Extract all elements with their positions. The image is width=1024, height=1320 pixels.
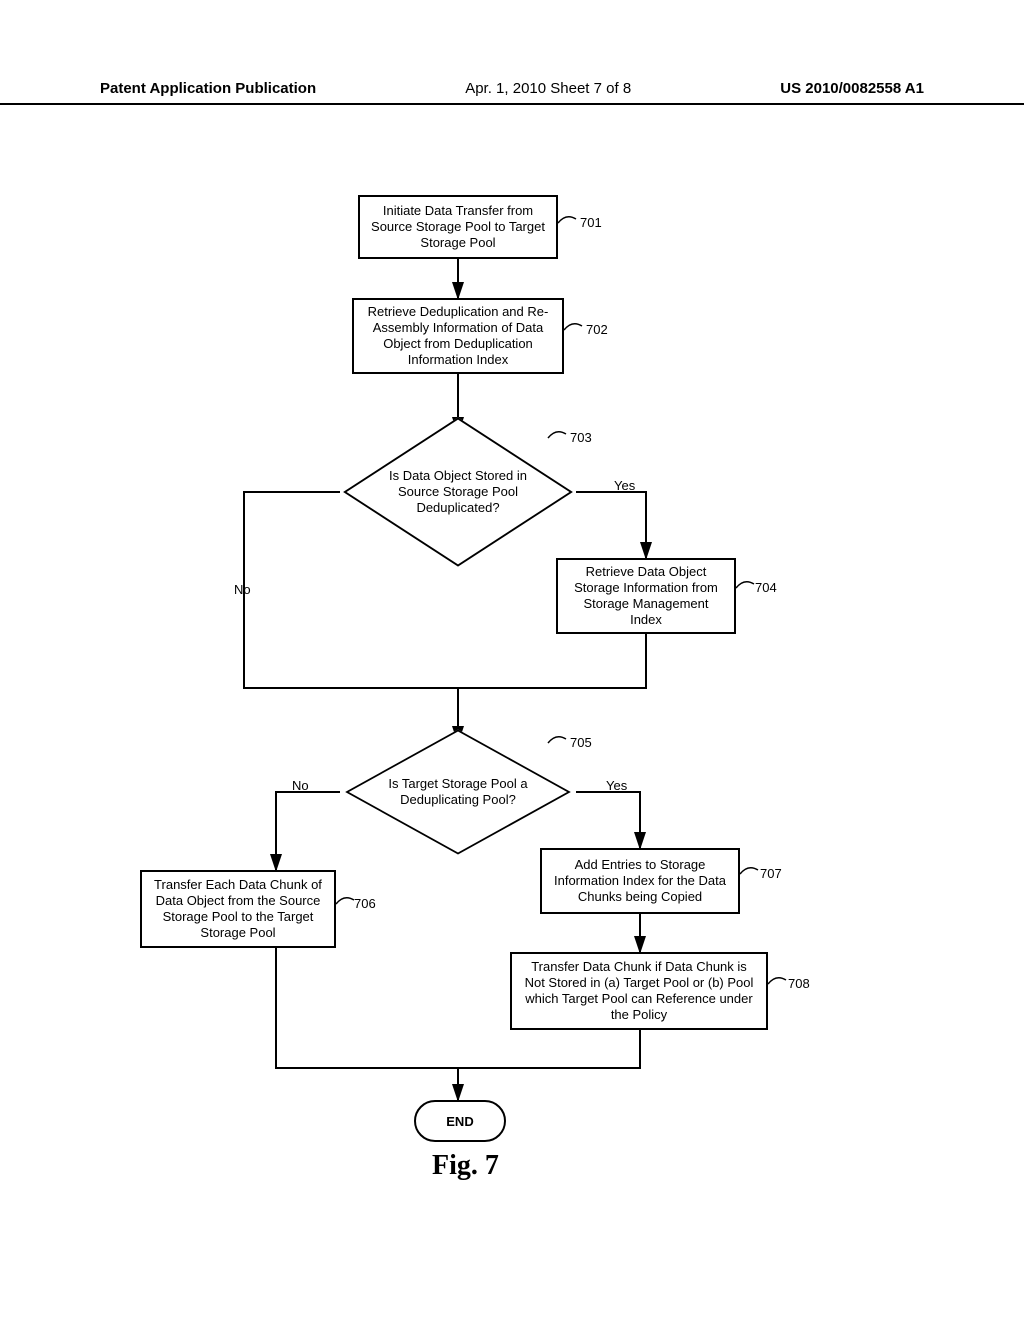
node-end: END (414, 1100, 506, 1142)
node-703-text: Is Data Object Stored in Source Storage … (370, 468, 546, 517)
node-702-text: Retrieve Deduplication and Re-Assembly I… (362, 304, 554, 369)
node-705: Is Target Storage Pool a Deduplicating P… (340, 742, 576, 842)
node-703: Is Data Object Stored in Source Storage … (340, 433, 576, 551)
ref-706: 706 (354, 896, 376, 911)
node-702: Retrieve Deduplication and Re-Assembly I… (352, 298, 564, 374)
figure-caption: Fig. 7 (432, 1150, 499, 1182)
ref-703: 703 (570, 430, 592, 445)
ref-708: 708 (788, 976, 810, 991)
ref-707: 707 (760, 866, 782, 881)
node-701: Initiate Data Transfer from Source Stora… (358, 195, 558, 259)
node-707-text: Add Entries to Storage Information Index… (550, 857, 730, 906)
node-706-text: Transfer Each Data Chunk of Data Object … (150, 877, 326, 942)
node-704-text: Retrieve Data Object Storage Information… (566, 564, 726, 629)
node-707: Add Entries to Storage Information Index… (540, 848, 740, 914)
node-706: Transfer Each Data Chunk of Data Object … (140, 870, 336, 948)
label-705-no: No (292, 778, 309, 793)
node-end-text: END (446, 1114, 473, 1129)
ref-702: 702 (586, 322, 608, 337)
ref-704: 704 (755, 580, 777, 595)
node-708-text: Transfer Data Chunk if Data Chunk is Not… (520, 959, 758, 1024)
flowchart-canvas: Initiate Data Transfer from Source Stora… (0, 0, 1024, 1320)
label-703-yes: Yes (614, 478, 635, 493)
label-703-no: No (234, 582, 251, 597)
label-705-yes: Yes (606, 778, 627, 793)
ref-705: 705 (570, 735, 592, 750)
node-701-text: Initiate Data Transfer from Source Stora… (368, 203, 548, 252)
node-708: Transfer Data Chunk if Data Chunk is Not… (510, 952, 768, 1030)
node-704: Retrieve Data Object Storage Information… (556, 558, 736, 634)
ref-701: 701 (580, 215, 602, 230)
node-705-text: Is Target Storage Pool a Deduplicating P… (370, 776, 546, 809)
